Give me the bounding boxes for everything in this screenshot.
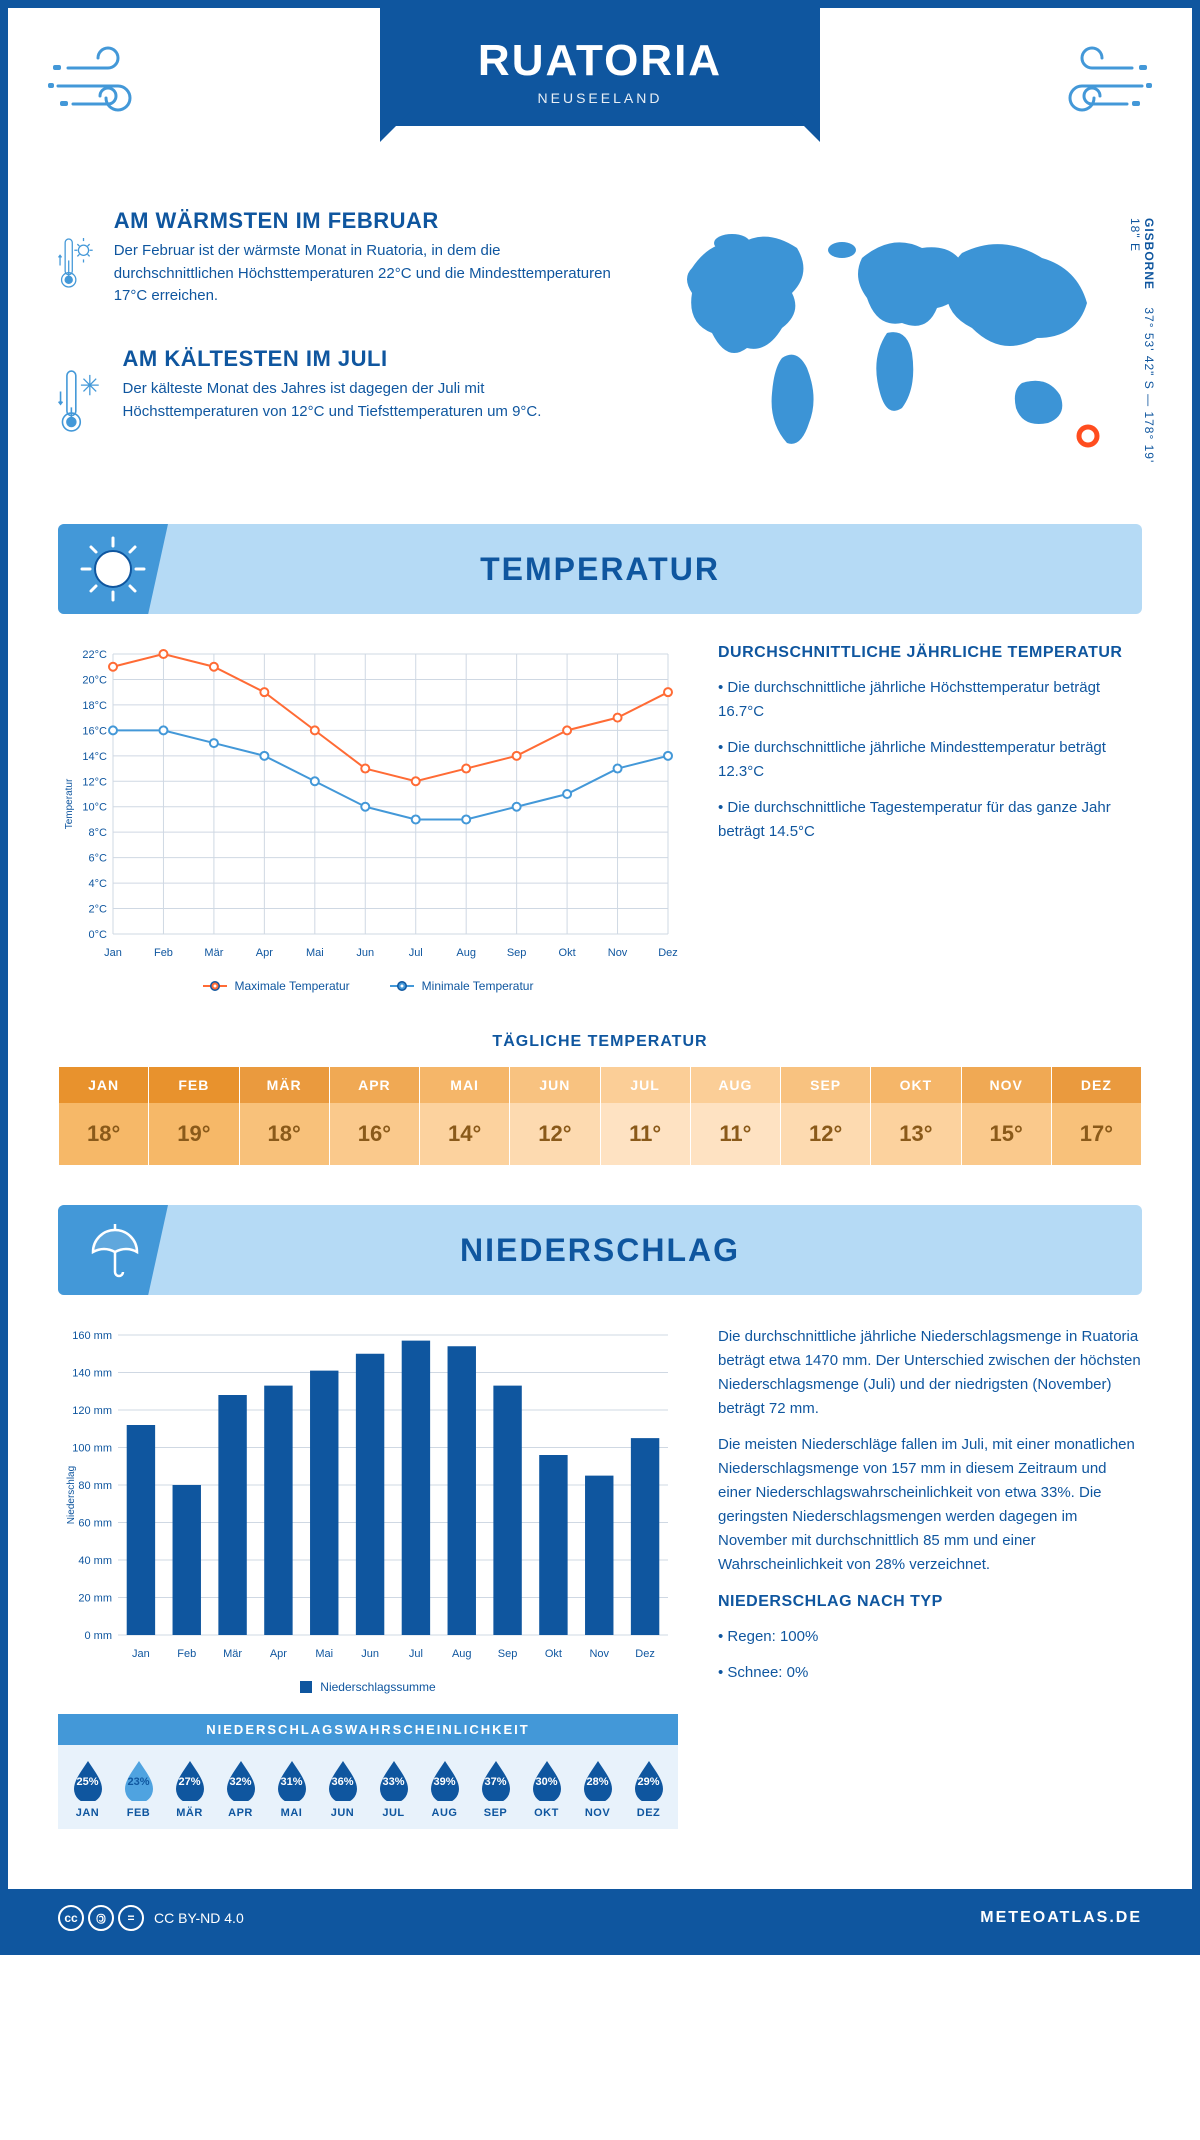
country-name: NEUSEELAND [380,90,820,106]
daily-temp-table: JAN18°FEB19°MÄR18°APR16°MAI14°JUN12°JUL1… [58,1067,1142,1165]
fact-warm-text: Der Februar ist der wärmste Monat in Rua… [114,240,622,308]
cc-license-icon: cc🄯= [58,1905,144,1931]
svg-text:4°C: 4°C [89,878,108,890]
svg-text:14°C: 14°C [82,751,107,763]
svg-text:16°C: 16°C [82,725,107,737]
svg-text:80 mm: 80 mm [78,1480,112,1492]
svg-text:20°C: 20°C [82,674,107,686]
svg-text:Okt: Okt [545,1648,562,1660]
fact-cold-text: Der kälteste Monat des Jahres ist dagege… [123,378,622,423]
svg-text:60 mm: 60 mm [78,1518,112,1530]
svg-text:Okt: Okt [559,947,576,959]
thermometer-snow-icon [58,346,103,456]
fact-cold-title: AM KÄLTESTEN IM JULI [123,346,622,372]
precip-text: Die durchschnittliche jährliche Niedersc… [718,1325,1142,1577]
chart-legend: Maximale Temperatur Minimale Temperatur [58,979,678,993]
svg-text:10°C: 10°C [82,802,107,814]
umbrella-icon [81,1218,146,1283]
svg-text:Sep: Sep [507,947,527,959]
svg-text:Mai: Mai [315,1648,333,1660]
svg-text:Feb: Feb [177,1648,196,1660]
footer: cc🄯= CC BY-ND 4.0 METEOATLAS.DE [8,1889,1192,1947]
svg-text:Jun: Jun [361,1648,379,1660]
svg-text:120 mm: 120 mm [72,1405,112,1417]
svg-text:0 mm: 0 mm [85,1630,113,1642]
chart-legend: Niederschlagssumme [58,1680,678,1694]
temp-side-title: DURCHSCHNITTLICHE JÄHRLICHE TEMPERATUR [718,644,1142,662]
world-map: GISBORNE 37° 53' 42" S — 178° 19' 18" E [662,208,1142,484]
section-banner-precip: NIEDERSCHLAG [58,1205,1142,1295]
svg-text:Mai: Mai [306,947,324,959]
svg-text:40 mm: 40 mm [78,1555,112,1567]
svg-text:Apr: Apr [270,1648,287,1660]
svg-text:8°C: 8°C [89,827,108,839]
sun-icon [78,534,148,604]
section-banner-temperature: TEMPERATUR [58,524,1142,614]
temperature-chart: 0°C 2°C 4°C 6°C 8°C 10°C 12°C 14°C 16°C 18°C 20°C 2… [58,644,678,993]
title-ribbon: RUATORIA NEUSEELAND [380,8,820,126]
svg-text:20 mm: 20 mm [78,1593,112,1605]
svg-text:Jan: Jan [104,947,122,959]
section-title: TEMPERATUR [480,551,720,588]
svg-text:Apr: Apr [256,947,273,959]
svg-text:Aug: Aug [456,947,476,959]
svg-text:Mär: Mär [204,947,223,959]
svg-text:Jun: Jun [356,947,374,959]
license-text: CC BY-ND 4.0 [154,1910,244,1926]
section-title: NIEDERSCHLAG [460,1232,740,1269]
wind-icon [1032,38,1152,128]
city-name: RUATORIA [380,36,820,86]
wind-icon [48,38,168,128]
thermometer-sun-icon [58,208,94,318]
location-marker-icon [1075,423,1101,449]
coordinates: GISBORNE 37° 53' 42" S — 178° 19' 18" E [1128,218,1156,484]
temp-bullets: Die durchschnittliche jährliche Höchstte… [718,676,1142,844]
svg-text:Feb: Feb [154,947,173,959]
svg-text:100 mm: 100 mm [72,1443,112,1455]
svg-text:6°C: 6°C [89,853,108,865]
svg-text:Niederschlag: Niederschlag [66,1466,77,1524]
svg-text:Dez: Dez [658,947,678,959]
precip-type-bullets: Regen: 100%Schnee: 0% [718,1625,1142,1685]
header: RUATORIA NEUSEELAND [8,8,1192,188]
svg-text:22°C: 22°C [82,649,107,661]
fact-coldest: AM KÄLTESTEN IM JULI Der kälteste Monat … [58,346,622,456]
precip-type-title: NIEDERSCHLAG NACH TYP [718,1593,1142,1611]
brand: METEOATLAS.DE [980,1909,1142,1927]
svg-text:160 mm: 160 mm [72,1330,112,1342]
svg-text:18°C: 18°C [82,700,107,712]
fact-warm-title: AM WÄRMSTEN IM FEBRUAR [114,208,622,234]
svg-text:Jul: Jul [409,1648,423,1660]
svg-text:12°C: 12°C [82,776,107,788]
svg-text:2°C: 2°C [89,904,108,916]
svg-text:Nov: Nov [589,1648,609,1660]
svg-text:Dez: Dez [635,1648,655,1660]
svg-text:Mär: Mär [223,1648,242,1660]
precip-probability: NIEDERSCHLAGSWAHRSCHEINLICHKEIT 25%JAN23… [58,1714,678,1829]
svg-text:Sep: Sep [498,1648,518,1660]
fact-warmest: AM WÄRMSTEN IM FEBRUAR Der Februar ist d… [58,208,622,318]
svg-text:Nov: Nov [608,947,628,959]
svg-text:Aug: Aug [452,1648,472,1660]
svg-text:Jul: Jul [409,947,423,959]
svg-text:0°C: 0°C [89,929,108,941]
daily-temp-title: TÄGLICHE TEMPERATUR [8,1033,1192,1051]
svg-text:140 mm: 140 mm [72,1368,112,1380]
precipitation-chart: 0 mm 20 mm 40 mm 60 mm 80 mm 100 mm 120 mm 140 … [58,1325,678,1665]
svg-text:Jan: Jan [132,1648,150,1660]
svg-text:Temperatur: Temperatur [64,778,75,829]
